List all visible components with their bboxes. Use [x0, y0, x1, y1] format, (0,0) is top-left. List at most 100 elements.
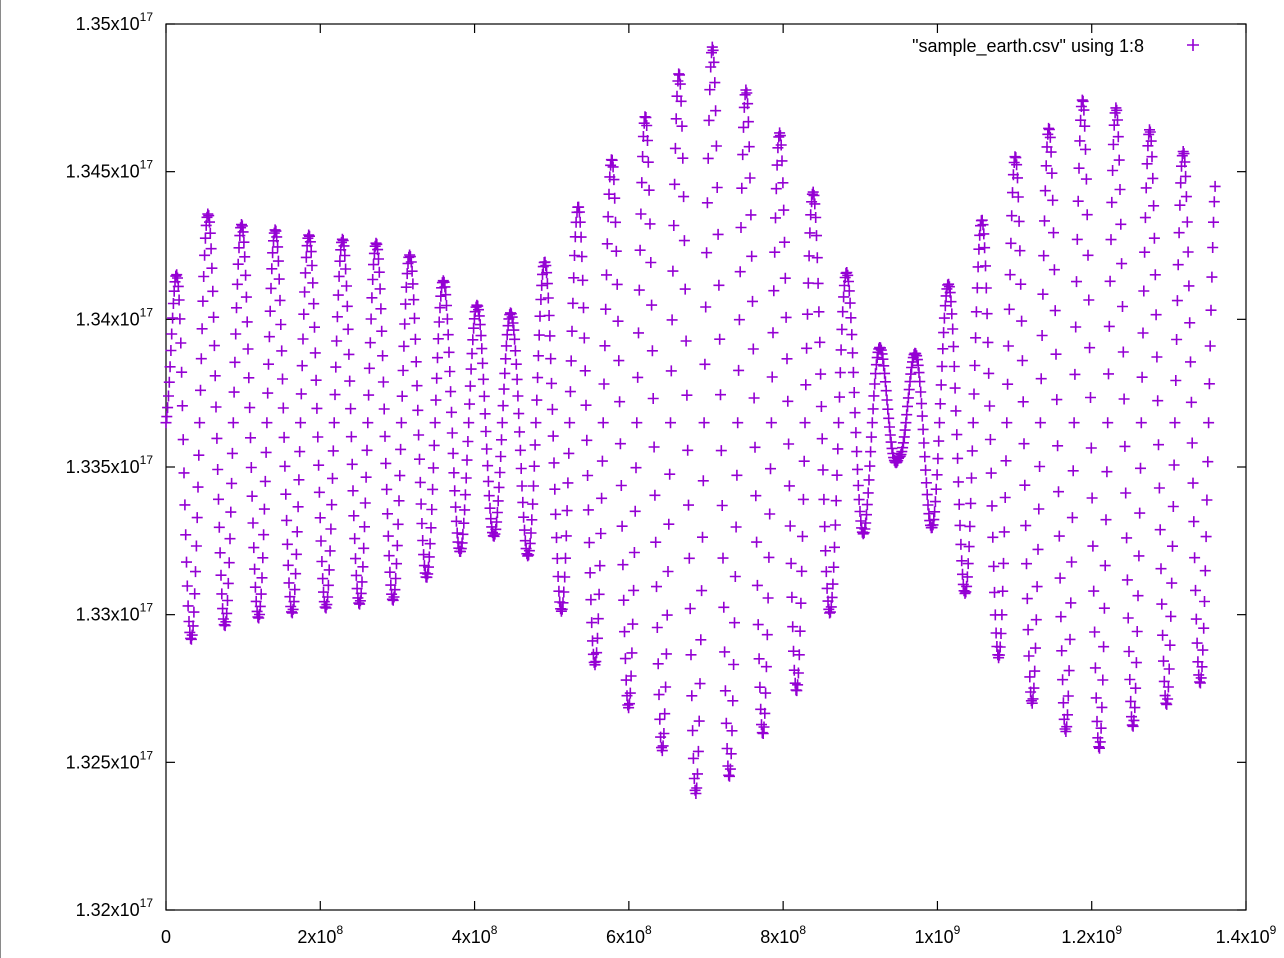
data-point: [897, 442, 909, 454]
data-point: [531, 394, 543, 406]
data-point: [336, 233, 348, 245]
data-point: [516, 480, 528, 492]
data-point: [1112, 131, 1124, 143]
data-point: [364, 337, 376, 349]
data-point: [760, 661, 772, 673]
data-point: [496, 434, 507, 446]
data-point: [400, 298, 411, 310]
data-point: [606, 154, 618, 166]
data-point: [259, 475, 271, 487]
data-point: [179, 499, 191, 511]
data-point: [719, 646, 731, 658]
data-point: [1065, 597, 1077, 609]
data-point: [1185, 356, 1196, 368]
data-point: [1024, 671, 1036, 683]
data-point: [225, 506, 237, 518]
data-point: [745, 209, 757, 221]
data-point: [334, 255, 346, 267]
data-point: [528, 480, 539, 492]
data-point: [232, 258, 244, 270]
data-point: [847, 366, 859, 378]
data-point: [322, 591, 334, 603]
data-point: [455, 543, 467, 555]
data-point: [897, 437, 909, 449]
data-point: [579, 365, 591, 377]
data-point: [429, 417, 441, 429]
data-point: [795, 597, 807, 609]
legend-label: "sample_earth.csv" using 1:8: [912, 36, 1144, 57]
data-point: [1104, 275, 1116, 287]
data-point: [1089, 662, 1101, 674]
data-point: [1124, 674, 1136, 685]
legend-marker: [1187, 39, 1199, 51]
data-point: [827, 578, 839, 590]
data-point: [922, 499, 934, 511]
data-point: [475, 330, 487, 342]
data-point: [998, 526, 1010, 538]
data-point: [800, 379, 812, 391]
data-point: [530, 417, 542, 429]
data-point: [609, 192, 621, 204]
data-point: [1156, 598, 1168, 610]
data-point: [816, 433, 828, 445]
data-point: [625, 670, 637, 682]
data-point: [1080, 143, 1091, 155]
data-point: [1179, 156, 1191, 168]
data-point: [446, 406, 457, 418]
data-point: [549, 483, 561, 495]
data-point: [847, 347, 859, 359]
data-point: [398, 340, 410, 352]
data-point: [966, 445, 978, 457]
data-point: [720, 717, 732, 729]
data-point: [459, 504, 471, 516]
data-point: [1069, 368, 1081, 380]
data-point: [576, 251, 588, 263]
data-point: [238, 236, 250, 248]
data-point: [600, 303, 612, 315]
data-point: [693, 715, 705, 727]
data-point: [439, 281, 451, 293]
data-point: [1015, 278, 1027, 290]
data-point: [983, 367, 995, 379]
data-point: [937, 343, 949, 355]
data-point: [1050, 348, 1062, 360]
data-point: [492, 495, 504, 507]
data-point: [226, 447, 238, 459]
data-point: [444, 366, 456, 377]
data-point: [945, 296, 957, 308]
data-point: [916, 398, 927, 410]
data-point: [674, 69, 685, 81]
data-point: [425, 522, 437, 534]
data-point: [327, 445, 339, 457]
data-point: [948, 341, 959, 353]
data-point: [767, 327, 779, 339]
data-point: [899, 424, 911, 436]
data-point: [1062, 709, 1073, 721]
data-point: [984, 434, 996, 445]
data-point: [637, 151, 649, 162]
data-point: [1118, 393, 1130, 405]
data-point: [277, 373, 288, 385]
data-point: [691, 782, 703, 794]
data-point: [246, 490, 258, 502]
data-point: [1091, 715, 1103, 727]
data-point: [256, 572, 268, 584]
data-point: [624, 698, 635, 710]
data-point: [406, 265, 418, 277]
data-point: [282, 559, 294, 571]
data-point: [774, 127, 786, 139]
data-point: [975, 220, 986, 232]
data-point: [987, 531, 999, 543]
data-point: [687, 725, 699, 737]
data-point: [701, 247, 713, 259]
data-point: [443, 346, 455, 358]
data-point: [1121, 574, 1133, 586]
y-tick-label: 1.35x1017: [76, 10, 154, 34]
data-point: [1150, 309, 1162, 321]
y-tick-label: 1.325x1017: [66, 748, 154, 772]
data-point: [535, 294, 547, 305]
data-point: [644, 218, 656, 230]
data-point: [686, 690, 698, 702]
data-point: [350, 569, 362, 581]
data-point: [1134, 507, 1146, 519]
